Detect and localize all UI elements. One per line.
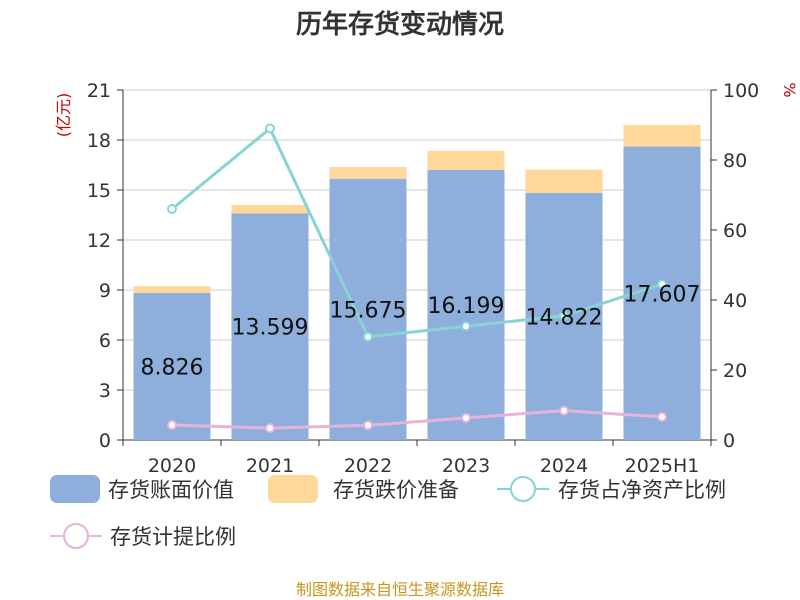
ratio-net-assets-point xyxy=(265,123,275,134)
legend-ratio-net-assets[interactable]: 存货占净资产比例 xyxy=(497,476,726,502)
bar-value-label: 15.675 xyxy=(330,298,407,323)
left-tick-label: 0 xyxy=(99,430,111,452)
left-tick-label: 15 xyxy=(87,180,111,202)
bar-value-label: 8.826 xyxy=(141,355,204,380)
legend-provision-ratio[interactable]: 存货计提比例 xyxy=(50,523,236,549)
provision-ratio-line xyxy=(171,409,663,430)
provision-ratio-point xyxy=(265,423,275,434)
right-tick-label: 20 xyxy=(723,360,747,382)
ratio-net-assets-point xyxy=(167,204,177,214)
ratio-net-assets-point xyxy=(363,331,373,342)
left-tick-label: 12 xyxy=(87,230,111,252)
right-tick-label: 60 xyxy=(723,220,747,242)
bar-value-label: 14.822 xyxy=(526,305,603,330)
axes: (亿元) % 0 3 6 9 12 15 18 21 0 20 40 60 80 100 2020 2021 2… xyxy=(54,80,799,477)
left-tick-label: 3 xyxy=(99,380,111,402)
legend-swatch xyxy=(268,475,318,503)
bar-book-value xyxy=(427,170,505,440)
bars xyxy=(133,124,701,441)
bar-value-label: 13.599 xyxy=(232,316,309,341)
bar-book-value xyxy=(133,292,211,440)
ratio-net-assets-point xyxy=(461,321,471,332)
left-tick-label: 18 xyxy=(87,130,111,152)
x-tick-label: 2023 xyxy=(442,455,490,477)
provision-ratio-point xyxy=(559,405,569,416)
ratio-net-assets-point xyxy=(559,310,569,321)
legend-swatch xyxy=(50,475,100,503)
provision-ratio-point xyxy=(167,419,177,430)
right-tick-label: 0 xyxy=(723,430,735,452)
provision-ratio-point xyxy=(657,411,667,422)
legend-swatch-marker xyxy=(510,476,536,502)
x-tick-label: 2021 xyxy=(246,455,294,477)
left-axis-unit: (亿元) xyxy=(54,93,73,138)
bar-impairment xyxy=(623,124,701,147)
legend-label: 存货跌价准备 xyxy=(333,478,459,502)
bar-impairment xyxy=(329,167,407,179)
lines xyxy=(167,123,667,434)
right-tick-label: 40 xyxy=(723,290,747,312)
chart-title: 历年存货变动情况 xyxy=(296,9,504,40)
x-tick-label: 2024 xyxy=(540,455,588,477)
right-tick-label: 80 xyxy=(723,150,747,172)
bar-book-value xyxy=(231,213,309,440)
x-tick-label: 2020 xyxy=(148,455,196,477)
bar-impairment xyxy=(525,169,603,193)
x-tick-label: 2025H1 xyxy=(625,455,700,477)
left-tick-label: 21 xyxy=(87,80,111,102)
legend-book-value[interactable]: 存货账面价值 xyxy=(50,475,234,503)
ratio-net-assets-point xyxy=(657,279,667,290)
left-tick-label: 6 xyxy=(99,330,111,352)
provision-ratio-point xyxy=(363,420,373,431)
source-note: 制图数据来自恒生聚源数据库 xyxy=(296,580,504,599)
x-tick-label: 2022 xyxy=(344,455,392,477)
bar-impairment xyxy=(133,286,211,293)
bar-value-label: 16.199 xyxy=(428,294,505,319)
bar-book-value xyxy=(329,178,407,440)
legend-swatch-marker xyxy=(63,523,89,549)
right-tick-label: 100 xyxy=(723,80,759,102)
legend-label: 存货计提比例 xyxy=(110,525,236,549)
bar-impairment xyxy=(231,205,309,214)
legend-label: 存货占净资产比例 xyxy=(558,478,726,502)
provision-ratio-point xyxy=(461,412,471,423)
ratio-net-assets-line xyxy=(171,126,663,339)
legend-impairment[interactable]: 存货跌价准备 xyxy=(268,475,459,503)
legend-label: 存货账面价值 xyxy=(108,478,234,502)
left-tick-label: 9 xyxy=(99,280,111,302)
right-axis-unit: % xyxy=(780,82,799,97)
bar-value-label: 17.607 xyxy=(624,282,701,307)
bar-impairment xyxy=(427,150,505,171)
grid xyxy=(123,89,711,441)
data-labels: 8.826 13.599 15.675 16.199 14.822 17.607 xyxy=(141,282,701,380)
